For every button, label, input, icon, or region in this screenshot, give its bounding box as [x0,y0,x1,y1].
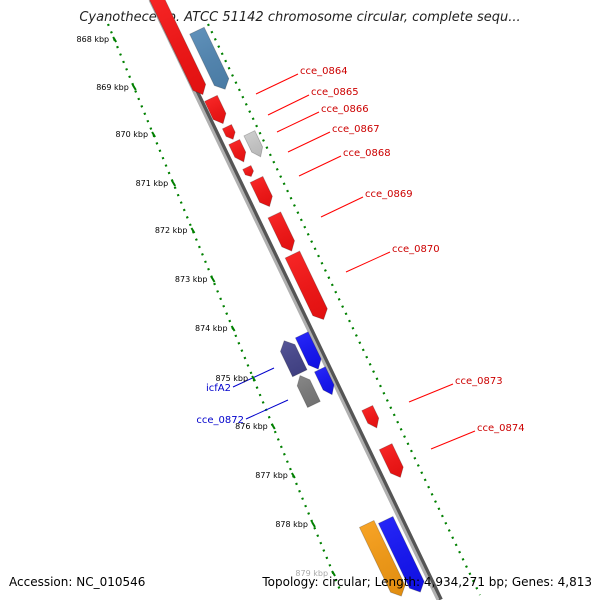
callout-line [298,155,342,177]
backbone-shadow [149,0,443,600]
kbp-tick-mark [190,227,196,234]
gene-cce-0863 [148,0,207,96]
gene-cce-0866 [221,123,236,140]
gene-orange-shade [359,520,406,597]
backbone-line [148,0,440,600]
accession-text: Accession: NC_010546 [9,575,146,589]
gene-blue-bottom-shade [378,516,425,593]
gene-cce-0869-shade [250,176,273,207]
callout-line [345,251,391,273]
gene-cce-0874-shade [379,443,404,478]
gene-cce-0867-shade [243,130,263,157]
kbp-tick-label: 878 kbp [275,520,308,529]
gene-cce-0868 [228,138,247,163]
kbp-tick-mark [131,84,137,91]
gene-label-cce_0865: cce_0865 [311,87,359,98]
topology-summary: Topology: circular; Length: 4,934,271 bp… [262,575,592,589]
gene-cce-0866-shade [222,124,236,140]
gene-label-cce_0867: cce_0867 [332,124,380,135]
kbp-tick-label: 872 kbp [155,226,188,235]
callout-line [320,196,364,218]
gene-label-cce_0873: cce_0873 [455,376,503,387]
gene-cce-0865-shade [204,95,226,124]
callout-line [245,399,289,420]
gene-icfA2 [280,340,308,378]
callout-line [255,73,299,95]
outer-dotted-line [207,23,481,596]
kbp-tick-mark [112,36,118,43]
kbp-tick-label: 876 kbp [235,422,268,431]
dotted-guide-lines [106,23,481,596]
kbp-tick-label: 868 kbp [77,35,110,44]
kbp-tick-mark [291,472,296,479]
chromosome-backbone [148,0,443,600]
kbp-tick-label: 871 kbp [136,179,169,188]
gene-label-cce_0872: cce_0872 [196,415,244,426]
gene-label-cce_0864: cce_0864 [300,66,348,77]
gene-cce-0864 [189,26,230,90]
callout-line [276,111,320,133]
gene-cce-0869a-shade [242,165,254,177]
kbp-tick-mark [331,570,336,577]
gene-blue-bottom [377,515,425,593]
kbp-tick-label: 877 kbp [255,471,288,480]
gene-cce-0863-shade [148,0,206,95]
kbp-tick-mark [210,276,216,283]
gene-orange [358,519,406,597]
gene-cce-0869 [249,175,273,208]
gene-cce-0872-shade [297,375,321,408]
kbp-tick-label: 873 kbp [175,275,208,284]
gene-label-cce_0869: cce_0869 [365,189,413,200]
callout-line [267,94,310,116]
kbp-tick-mark [151,131,156,138]
kbp-tick-label: 874 kbp [195,324,228,333]
callout-line [408,383,454,403]
gene-cce-0872b-shade [314,366,335,395]
map-title: Cyanothece sp. ATCC 51142 chromosome cir… [79,10,521,25]
gene-cce-0874 [378,443,404,478]
gene-label-cce_0868: cce_0868 [343,148,391,159]
gene-cce-0868-shade [228,139,246,162]
gene-label-cce_0870: cce_0870 [392,244,440,255]
kbp-tick-mark [171,180,177,187]
gene-label-cce_0874: cce_0874 [477,423,525,434]
gene-cce-0867 [243,130,263,158]
kbp-tick-label: 875 kbp [215,374,248,383]
kbp-axis: 868 kbp 869 kbp 870 kbp 871 kbp 872 kbp 873 k… [77,35,336,578]
kbp-tick-label: 879 kbp [295,569,328,578]
kbp-tick-mark [230,325,236,332]
callout-line [287,131,331,153]
gene-cce-0871 [284,250,328,320]
kbp-tick-mark [251,375,256,382]
gene-cce-0870 [267,211,295,252]
gene-cce-0865 [204,94,227,125]
gene-cce-0872b [313,366,335,396]
gene-icfA2-shade [280,340,308,377]
gene-cce-0871b-shade [295,331,322,370]
kbp-tick-mark [270,423,276,430]
gene-label-cce_0866: cce_0866 [321,104,369,115]
gene-label-icfA2: icfA2 [206,383,231,394]
gene-cce-0872 [296,375,321,408]
gene-track [148,0,425,597]
gene-cce-0870-shade [268,211,295,252]
gene-cce-0871b [294,331,322,370]
gene-cce-0873-shade [361,405,379,428]
gene-cce-0869a [242,165,254,177]
inner-dotted-line [106,23,342,591]
gene-cce-0873 [361,404,380,429]
kbp-tick-mark [311,521,316,528]
gene-cce-0871-shade [285,251,328,320]
gene-cce-0864-shade [189,27,229,90]
label-callouts: cce_0864 cce_0865 cce_0866 cce_0867 cce_0868… [196,66,525,450]
kbp-tick-label: 870 kbp [115,130,148,139]
kbp-tick-label: 869 kbp [96,83,129,92]
callout-line [430,430,476,450]
